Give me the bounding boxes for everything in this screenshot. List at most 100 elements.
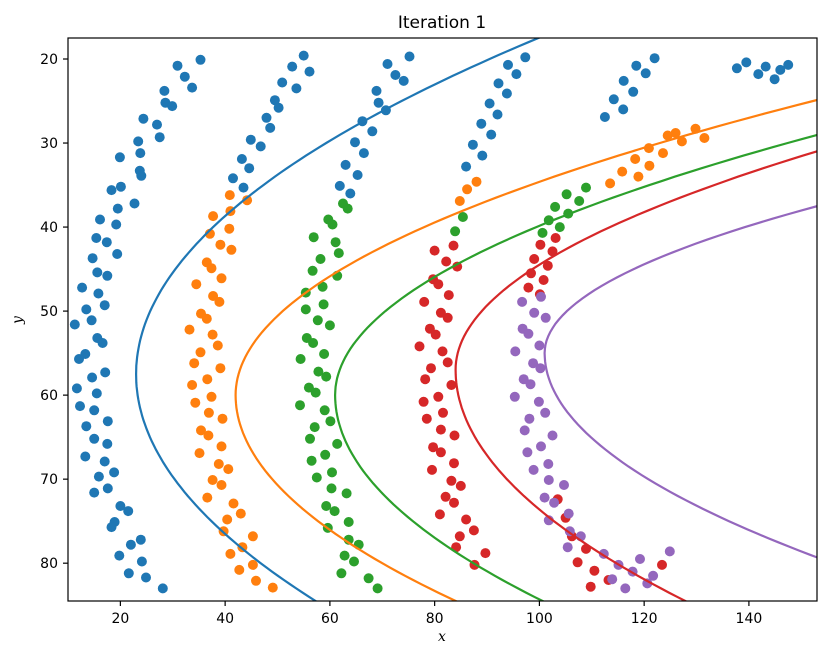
scatter-point xyxy=(115,181,126,192)
scatter-point xyxy=(372,583,383,594)
scatter-point xyxy=(324,320,335,331)
scatter-point xyxy=(676,136,687,147)
scatter-point xyxy=(449,458,459,469)
scatter-point xyxy=(311,472,322,483)
scatter-point xyxy=(430,329,441,340)
scatter-point xyxy=(330,237,341,248)
scatter-point xyxy=(291,83,302,94)
scatter-point xyxy=(524,413,535,424)
x-tick-label: 40 xyxy=(216,611,234,627)
scatter-point xyxy=(86,315,97,326)
scatter-point xyxy=(449,430,460,441)
scatter-point xyxy=(523,282,534,293)
scatter-point xyxy=(543,475,554,485)
scatter-point xyxy=(172,60,183,71)
scatter-point xyxy=(222,514,233,525)
scatter-point xyxy=(106,185,117,196)
scatter-point xyxy=(287,61,298,72)
scatter-point xyxy=(341,488,352,499)
scatter-point xyxy=(106,522,117,533)
scatter-point xyxy=(540,407,551,418)
scatter-point xyxy=(563,508,574,519)
scatter-point xyxy=(550,201,561,212)
scatter-point xyxy=(135,148,146,159)
scatter-point xyxy=(599,112,610,122)
scatter-point xyxy=(332,438,343,449)
scatter-point xyxy=(644,160,655,171)
scatter-point xyxy=(308,232,319,243)
scatter-point xyxy=(187,380,198,390)
scatter-point xyxy=(477,150,488,161)
scatter-point xyxy=(141,572,151,583)
scatter-point xyxy=(753,69,764,80)
scatter-point xyxy=(228,498,239,509)
y-tick-label: 20 xyxy=(40,52,58,68)
scatter-layer xyxy=(69,50,794,594)
scatter-point xyxy=(217,413,228,424)
scatter-point xyxy=(741,57,752,68)
scatter-point xyxy=(114,152,125,163)
scatter-point xyxy=(536,441,546,452)
scatter-point xyxy=(633,171,644,182)
scatter-point xyxy=(534,340,545,351)
scatter-point xyxy=(213,459,224,469)
scatter-point xyxy=(371,85,382,96)
scatter-point xyxy=(349,556,359,567)
scatter-point xyxy=(554,222,565,233)
scatter-point xyxy=(267,582,278,593)
scatter-point xyxy=(529,307,540,318)
scatter-point xyxy=(649,53,660,64)
scatter-point xyxy=(136,170,147,181)
scatter-point xyxy=(640,68,651,79)
scatter-point xyxy=(404,51,415,62)
scatter-point xyxy=(471,176,482,187)
scatter-series-cluster-4 xyxy=(414,233,667,592)
scatter-point xyxy=(327,467,337,478)
plot-border xyxy=(67,37,818,602)
scatter-point xyxy=(80,451,91,462)
scatter-point xyxy=(247,531,258,542)
scatter-point xyxy=(461,161,472,172)
scatter-point xyxy=(670,128,681,138)
scatter-point xyxy=(101,237,112,248)
scatter-point xyxy=(334,180,345,191)
scatter-point xyxy=(212,340,223,351)
scatter-point xyxy=(630,154,641,164)
scatter-point xyxy=(203,430,214,441)
x-axis-label: x xyxy=(438,629,446,645)
scatter-point xyxy=(493,78,504,89)
scatter-point xyxy=(769,74,780,85)
scatter-point xyxy=(340,159,351,170)
scatter-point xyxy=(152,119,162,130)
fit-curve-cluster-1 xyxy=(134,38,542,601)
scatter-point xyxy=(215,239,226,250)
scatter-point xyxy=(102,416,113,427)
x-tick-label: 100 xyxy=(526,611,553,627)
scatter-point xyxy=(446,380,457,390)
scatter-point xyxy=(203,407,214,418)
scatter-point xyxy=(429,245,440,256)
scatter-point xyxy=(307,265,318,276)
scatter-point xyxy=(312,315,323,326)
scatter-point xyxy=(187,82,198,93)
scatter-point xyxy=(542,260,553,271)
scatter-point xyxy=(157,583,168,594)
scatter-point xyxy=(731,63,742,74)
scatter-point xyxy=(298,50,309,61)
y-tick-label: 60 xyxy=(40,388,58,404)
chart-title: Iteration 1 xyxy=(398,13,486,33)
scatter-point xyxy=(648,570,659,581)
scatter-point xyxy=(398,75,409,86)
scatter-point xyxy=(216,273,227,284)
scatter-point xyxy=(190,397,201,408)
scatter-point xyxy=(206,263,217,274)
scatter-point xyxy=(589,565,600,576)
scatter-point xyxy=(454,531,465,542)
scatter-point xyxy=(326,483,337,494)
scatter-point xyxy=(363,573,374,584)
scatter-point xyxy=(313,366,324,377)
scatter-point xyxy=(295,400,305,411)
scatter-point xyxy=(251,575,261,586)
